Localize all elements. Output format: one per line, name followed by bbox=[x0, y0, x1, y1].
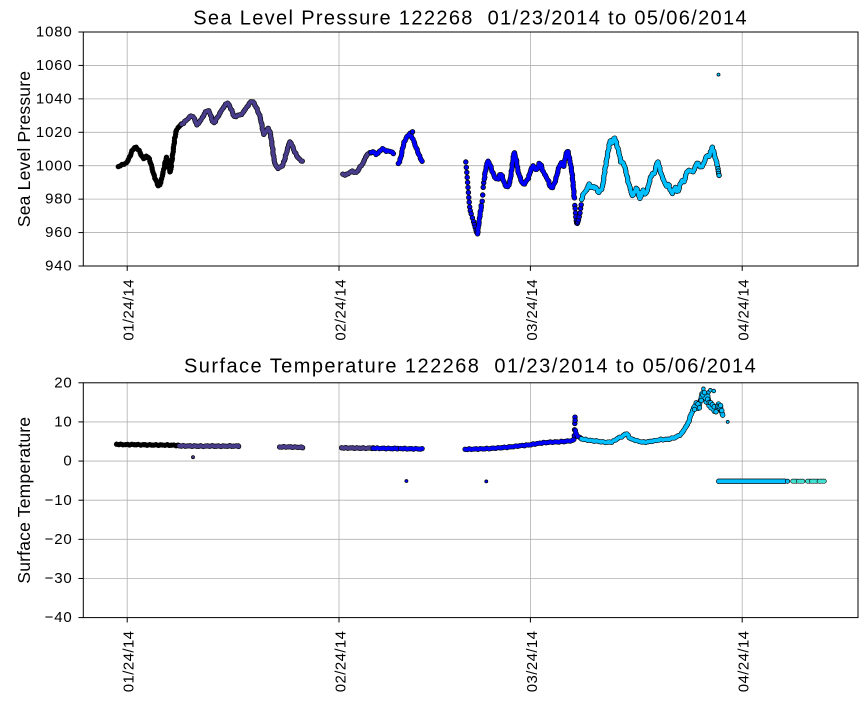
svg-text:−20: −20 bbox=[45, 531, 73, 548]
svg-text:20: 20 bbox=[54, 374, 72, 391]
svg-text:01/24/14: 01/24/14 bbox=[121, 279, 138, 341]
svg-text:01/24/14: 01/24/14 bbox=[121, 631, 138, 693]
svg-text:Surface Temperature 122268 01: Surface Temperature 122268 01/23/2014 to… bbox=[184, 356, 757, 378]
svg-text:Sea Level Pressure 122268 01/: Sea Level Pressure 122268 01/23/2014 to … bbox=[193, 8, 748, 30]
svg-text:03/24/14: 03/24/14 bbox=[524, 631, 541, 693]
svg-text:960: 960 bbox=[45, 224, 72, 241]
svg-text:−10: −10 bbox=[45, 492, 73, 509]
svg-text:−40: −40 bbox=[45, 609, 73, 626]
svg-text:03/24/14: 03/24/14 bbox=[524, 279, 541, 341]
svg-text:04/24/14: 04/24/14 bbox=[736, 631, 753, 693]
svg-text:1060: 1060 bbox=[36, 57, 73, 74]
svg-text:Sea Level Pressure: Sea Level Pressure bbox=[14, 71, 34, 227]
svg-text:0: 0 bbox=[63, 453, 72, 470]
svg-text:1040: 1040 bbox=[36, 91, 73, 108]
svg-text:Surface Temperature: Surface Temperature bbox=[14, 417, 34, 584]
svg-text:−30: −30 bbox=[45, 570, 73, 587]
svg-text:1000: 1000 bbox=[36, 157, 73, 174]
svg-text:980: 980 bbox=[45, 191, 72, 208]
svg-text:02/24/14: 02/24/14 bbox=[333, 279, 350, 341]
svg-text:02/24/14: 02/24/14 bbox=[333, 631, 350, 693]
svg-text:1020: 1020 bbox=[36, 124, 73, 141]
svg-text:04/24/14: 04/24/14 bbox=[736, 279, 753, 341]
svg-text:1080: 1080 bbox=[36, 24, 73, 41]
svg-text:10: 10 bbox=[54, 414, 72, 431]
svg-text:940: 940 bbox=[45, 258, 72, 275]
